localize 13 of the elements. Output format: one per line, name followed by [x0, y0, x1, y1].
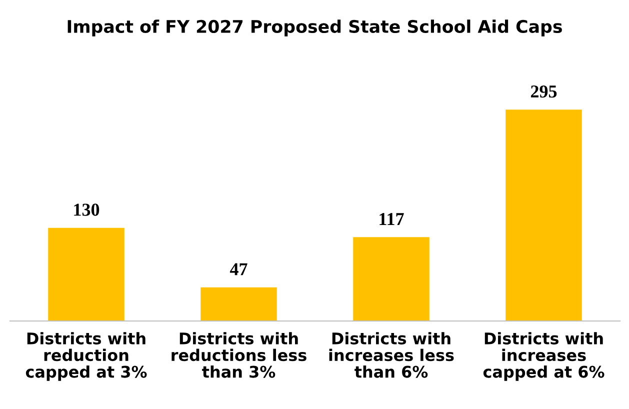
x-tick-label: Districts with increases capped at 6% — [483, 332, 604, 381]
chart-title: Impact of FY 2027 Proposed State School Aid Caps — [68, 20, 562, 36]
data-label: 117 — [380, 213, 404, 225]
data-label: 130 — [74, 204, 100, 216]
bar — [48, 228, 124, 321]
x-tick-label: Districts with reductions less than 3% — [172, 332, 306, 378]
data-label: 295 — [530, 85, 557, 98]
x-tick-label: Districts with reduction capped at 3% — [26, 332, 147, 381]
x-tick-label: Districts with increases less than 6% — [329, 332, 454, 378]
bar — [200, 287, 277, 321]
data-label: 47 — [230, 263, 248, 276]
bar — [353, 237, 430, 321]
bar — [506, 110, 582, 321]
